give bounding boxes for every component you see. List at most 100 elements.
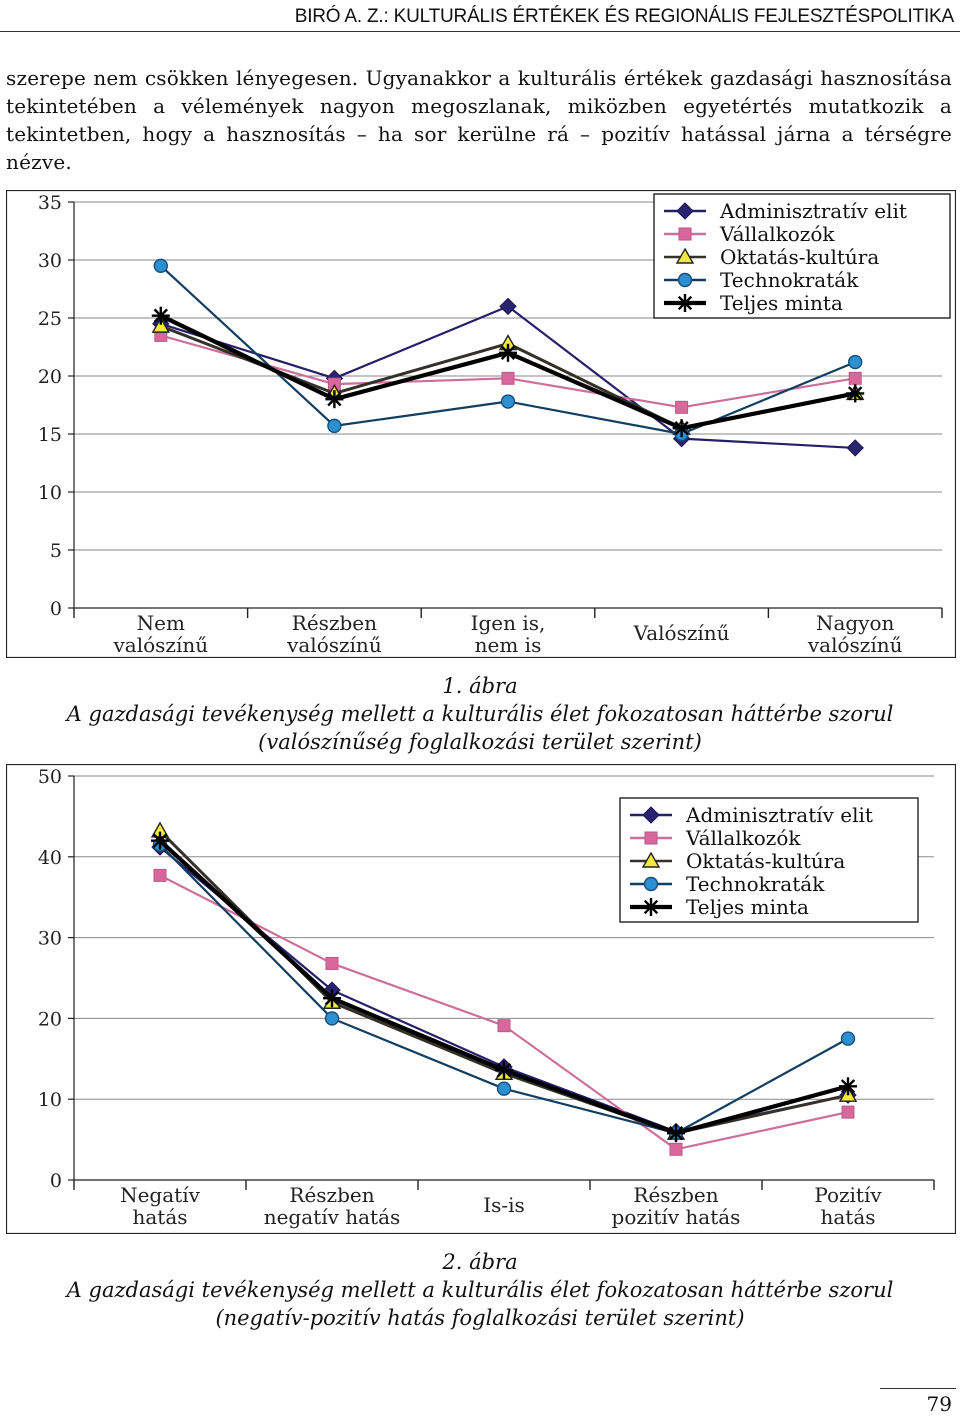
y-tick-label: 20 — [38, 1008, 62, 1030]
y-tick-label: 10 — [38, 482, 62, 504]
series-teljes-minta — [151, 306, 865, 438]
data-point — [667, 1124, 685, 1143]
legend: Adminisztratív elitVállalkozókOktatás-ku… — [653, 193, 951, 319]
legend-marker — [641, 851, 661, 868]
y-tick-label: 0 — [50, 598, 62, 620]
legend-label: Vállalkozók — [719, 222, 835, 246]
data-point — [151, 306, 170, 325]
legend-label: Technokraták — [720, 268, 859, 292]
data-point — [669, 1142, 683, 1156]
data-point — [495, 1061, 513, 1080]
data-point — [497, 1019, 511, 1033]
data-point — [840, 1031, 856, 1046]
legend: Adminisztratív elitVállalkozókOktatás-ku… — [619, 797, 919, 923]
x-tick-label: Igen is, nem is — [471, 611, 546, 657]
data-point — [151, 831, 169, 850]
chart-svg: 0 5 10 15 20 25 30 35 Nem valószínű Részben valószí… — [6, 190, 956, 658]
legend-label: Adminisztratív elit — [719, 199, 907, 223]
data-point — [325, 956, 339, 970]
y-tick-label: 35 — [38, 192, 62, 214]
x-tick-label: Pozitív hatás — [814, 1183, 882, 1229]
legend-marker — [644, 831, 658, 845]
data-point — [496, 1081, 512, 1096]
data-point — [848, 354, 863, 370]
legend-marker — [676, 202, 694, 220]
data-point — [848, 371, 862, 385]
data-point — [675, 400, 689, 414]
figure-1-number: 1. ábra — [442, 674, 518, 698]
data-point — [151, 316, 171, 333]
data-point — [325, 390, 344, 409]
data-point — [841, 1105, 855, 1119]
series-teljes-minta — [151, 831, 857, 1143]
y-tick-label: 50 — [38, 766, 62, 788]
legend-marker — [677, 272, 693, 288]
page-number-rule — [880, 1388, 956, 1389]
figure-2-caption-line-1: A gazdasági tevékenység mellett a kultur… — [66, 1278, 894, 1302]
legend-item: Vállalkozók — [630, 826, 801, 850]
legend-marker — [678, 227, 692, 241]
data-point — [327, 418, 342, 434]
legend-item: Oktatás-kultúra — [630, 849, 845, 873]
y-tick-label: 10 — [38, 1089, 62, 1111]
data-point — [846, 384, 865, 403]
x-categories: Nem valószínű Részben valószínű Igen is, nem … — [73, 608, 943, 657]
y-tick-label: 30 — [38, 250, 62, 272]
data-point — [153, 258, 169, 274]
data-point — [839, 1077, 857, 1096]
x-tick-label: Részben valószínű — [286, 611, 382, 657]
legend-label: Teljes minta — [686, 895, 809, 919]
x-tick-label: Részben negatív hatás — [264, 1183, 401, 1229]
y-tick-label: 20 — [38, 366, 62, 388]
y-tick-label: 30 — [38, 928, 62, 950]
data-point — [324, 1011, 340, 1026]
figure-2-caption: 2. ábra A gazdasági tevékenység mellett … — [0, 1248, 960, 1332]
figure-1-caption-line-2: (valószínűség foglalkozási terület szeri… — [258, 730, 702, 754]
data-point — [500, 394, 516, 409]
y-tick-label: 0 — [50, 1170, 62, 1192]
figure-2-chart: 0 10 20 30 40 50 Negatív hatás Részben negatív ha… — [6, 764, 956, 1234]
page-number: 79 — [926, 1392, 952, 1416]
legend-label: Oktatás-kultúra — [686, 849, 845, 873]
legend-label: Technokraták — [686, 872, 825, 896]
legend-marker — [643, 876, 659, 892]
chart-svg: 0 10 20 30 40 50 Negatív hatás Részben negatív ha… — [6, 764, 956, 1234]
data-point — [499, 343, 517, 362]
data-point — [323, 989, 341, 1008]
legend-marker — [675, 247, 695, 264]
data-point — [501, 371, 515, 385]
legend-marker — [642, 898, 660, 916]
data-point — [672, 419, 691, 438]
running-title: BIRÓ A. Z.: KULTURÁLIS ÉRTÉKEK ÉS REGION… — [294, 6, 954, 27]
x-tick-label: Valószínű — [633, 621, 730, 645]
figure-1-chart: 0 5 10 15 20 25 30 35 Nem valószínű Részben valószí… — [6, 190, 956, 658]
legend-item: Teljes minta — [630, 895, 809, 919]
y-tick-label: 40 — [38, 847, 62, 869]
figure-2-number: 2. ábra — [442, 1250, 518, 1274]
legend-item: Teljes minta — [664, 291, 843, 315]
y-tick-label: 15 — [38, 424, 62, 446]
x-tick-label: Is-is — [483, 1193, 525, 1217]
legend-label: Oktatás-kultúra — [720, 245, 879, 269]
legend-item: Oktatás-kultúra — [664, 245, 879, 269]
figure-1-caption: 1. ábra A gazdasági tevékenység mellett … — [0, 672, 960, 756]
data-point — [153, 868, 167, 882]
x-categories: Negatív hatás Részben negatív hatás Is-is Rés… — [73, 1180, 935, 1229]
x-tick-label: Nem valószínű — [112, 611, 208, 657]
data-point — [499, 297, 517, 316]
legend-marker — [676, 294, 694, 312]
legend-label: Adminisztratív elit — [685, 803, 873, 827]
y-tick-label: 5 — [50, 540, 62, 562]
figure-1-caption-line-1: A gazdasági tevékenység mellett a kultur… — [66, 702, 894, 726]
legend-item: Vállalkozók — [664, 222, 835, 246]
y-tick-label: 25 — [38, 308, 62, 330]
legend-item: Technokraták — [630, 872, 825, 896]
header-rule — [0, 31, 960, 32]
legend-item: Adminisztratív elit — [630, 803, 873, 827]
paragraph: szerepe nem csökken lényegesen. Ugyanakk… — [6, 66, 952, 174]
legend-item: Technokraták — [664, 268, 859, 292]
x-tick-label: Nagyon valószínű — [807, 611, 903, 657]
series-vallalkozok — [153, 868, 855, 1156]
legend-label: Vállalkozók — [685, 826, 801, 850]
legend-marker — [642, 806, 660, 824]
